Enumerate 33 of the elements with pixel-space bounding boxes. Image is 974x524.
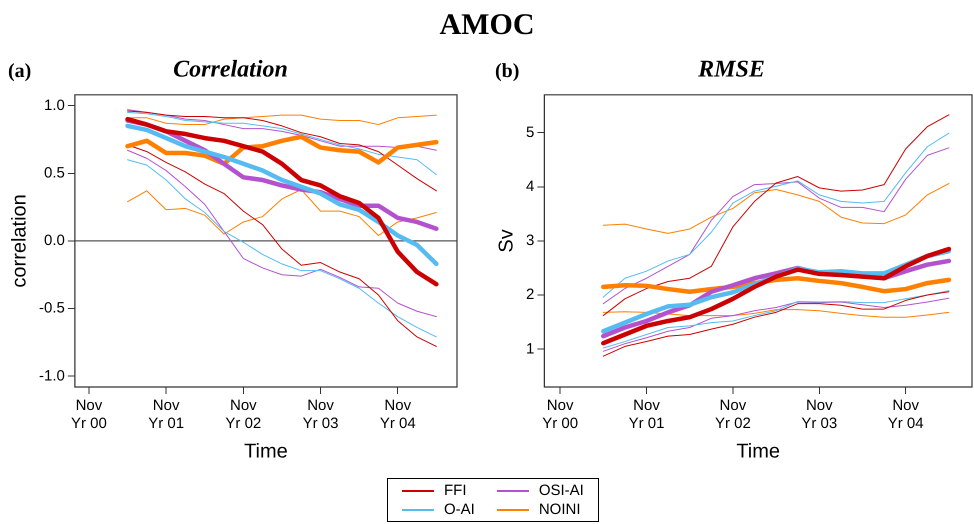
y-tick-label: 0.0 [44,232,65,250]
x-tick-label: Nov Yr 03 [302,397,338,432]
y-tick-label: 4 [526,178,534,195]
chart-title: Correlation [173,56,288,83]
x-tick-label: Nov Yr 04 [380,397,416,432]
y-axis-title: correlation [8,194,31,288]
x-tick-label: Nov Yr 03 [801,397,838,432]
legend-label: OSI-AI [538,482,584,499]
y-tick-label: 1 [526,340,534,358]
chart-title: RMSE [697,56,765,83]
y-tick-label: 5 [526,124,534,141]
x-axis-title: Time [244,440,288,463]
x-tick-label: Nov Yr 00 [71,397,107,432]
x-tick-label: Nov Yr 01 [148,397,184,432]
x-tick-label: Nov Yr 04 [888,397,924,432]
legend-label: NOINI [538,501,581,518]
text: (b) [495,60,520,83]
text: (a) [8,60,32,83]
y-tick-label: -1.0 [38,367,65,384]
y-axis-title: Sv [496,229,518,253]
x-tick-label: Nov Yr 02 [225,397,262,432]
x-tick-label: Nov Yr 00 [542,397,578,432]
y-tick-label: 3 [526,232,534,250]
x-axis-title: Time [736,440,780,463]
y-tick-label: 1.0 [44,96,65,114]
legend-label: O-AI [444,501,475,518]
y-tick-label: -0.5 [38,300,65,317]
legend-label: FFI [444,482,466,499]
y-tick-label: 0.5 [44,164,65,182]
x-tick-label: Nov Yr 01 [628,397,664,432]
x-tick-label: Nov Yr 02 [714,397,751,432]
text: AMOC [440,8,534,41]
y-tick-label: 2 [526,286,534,304]
